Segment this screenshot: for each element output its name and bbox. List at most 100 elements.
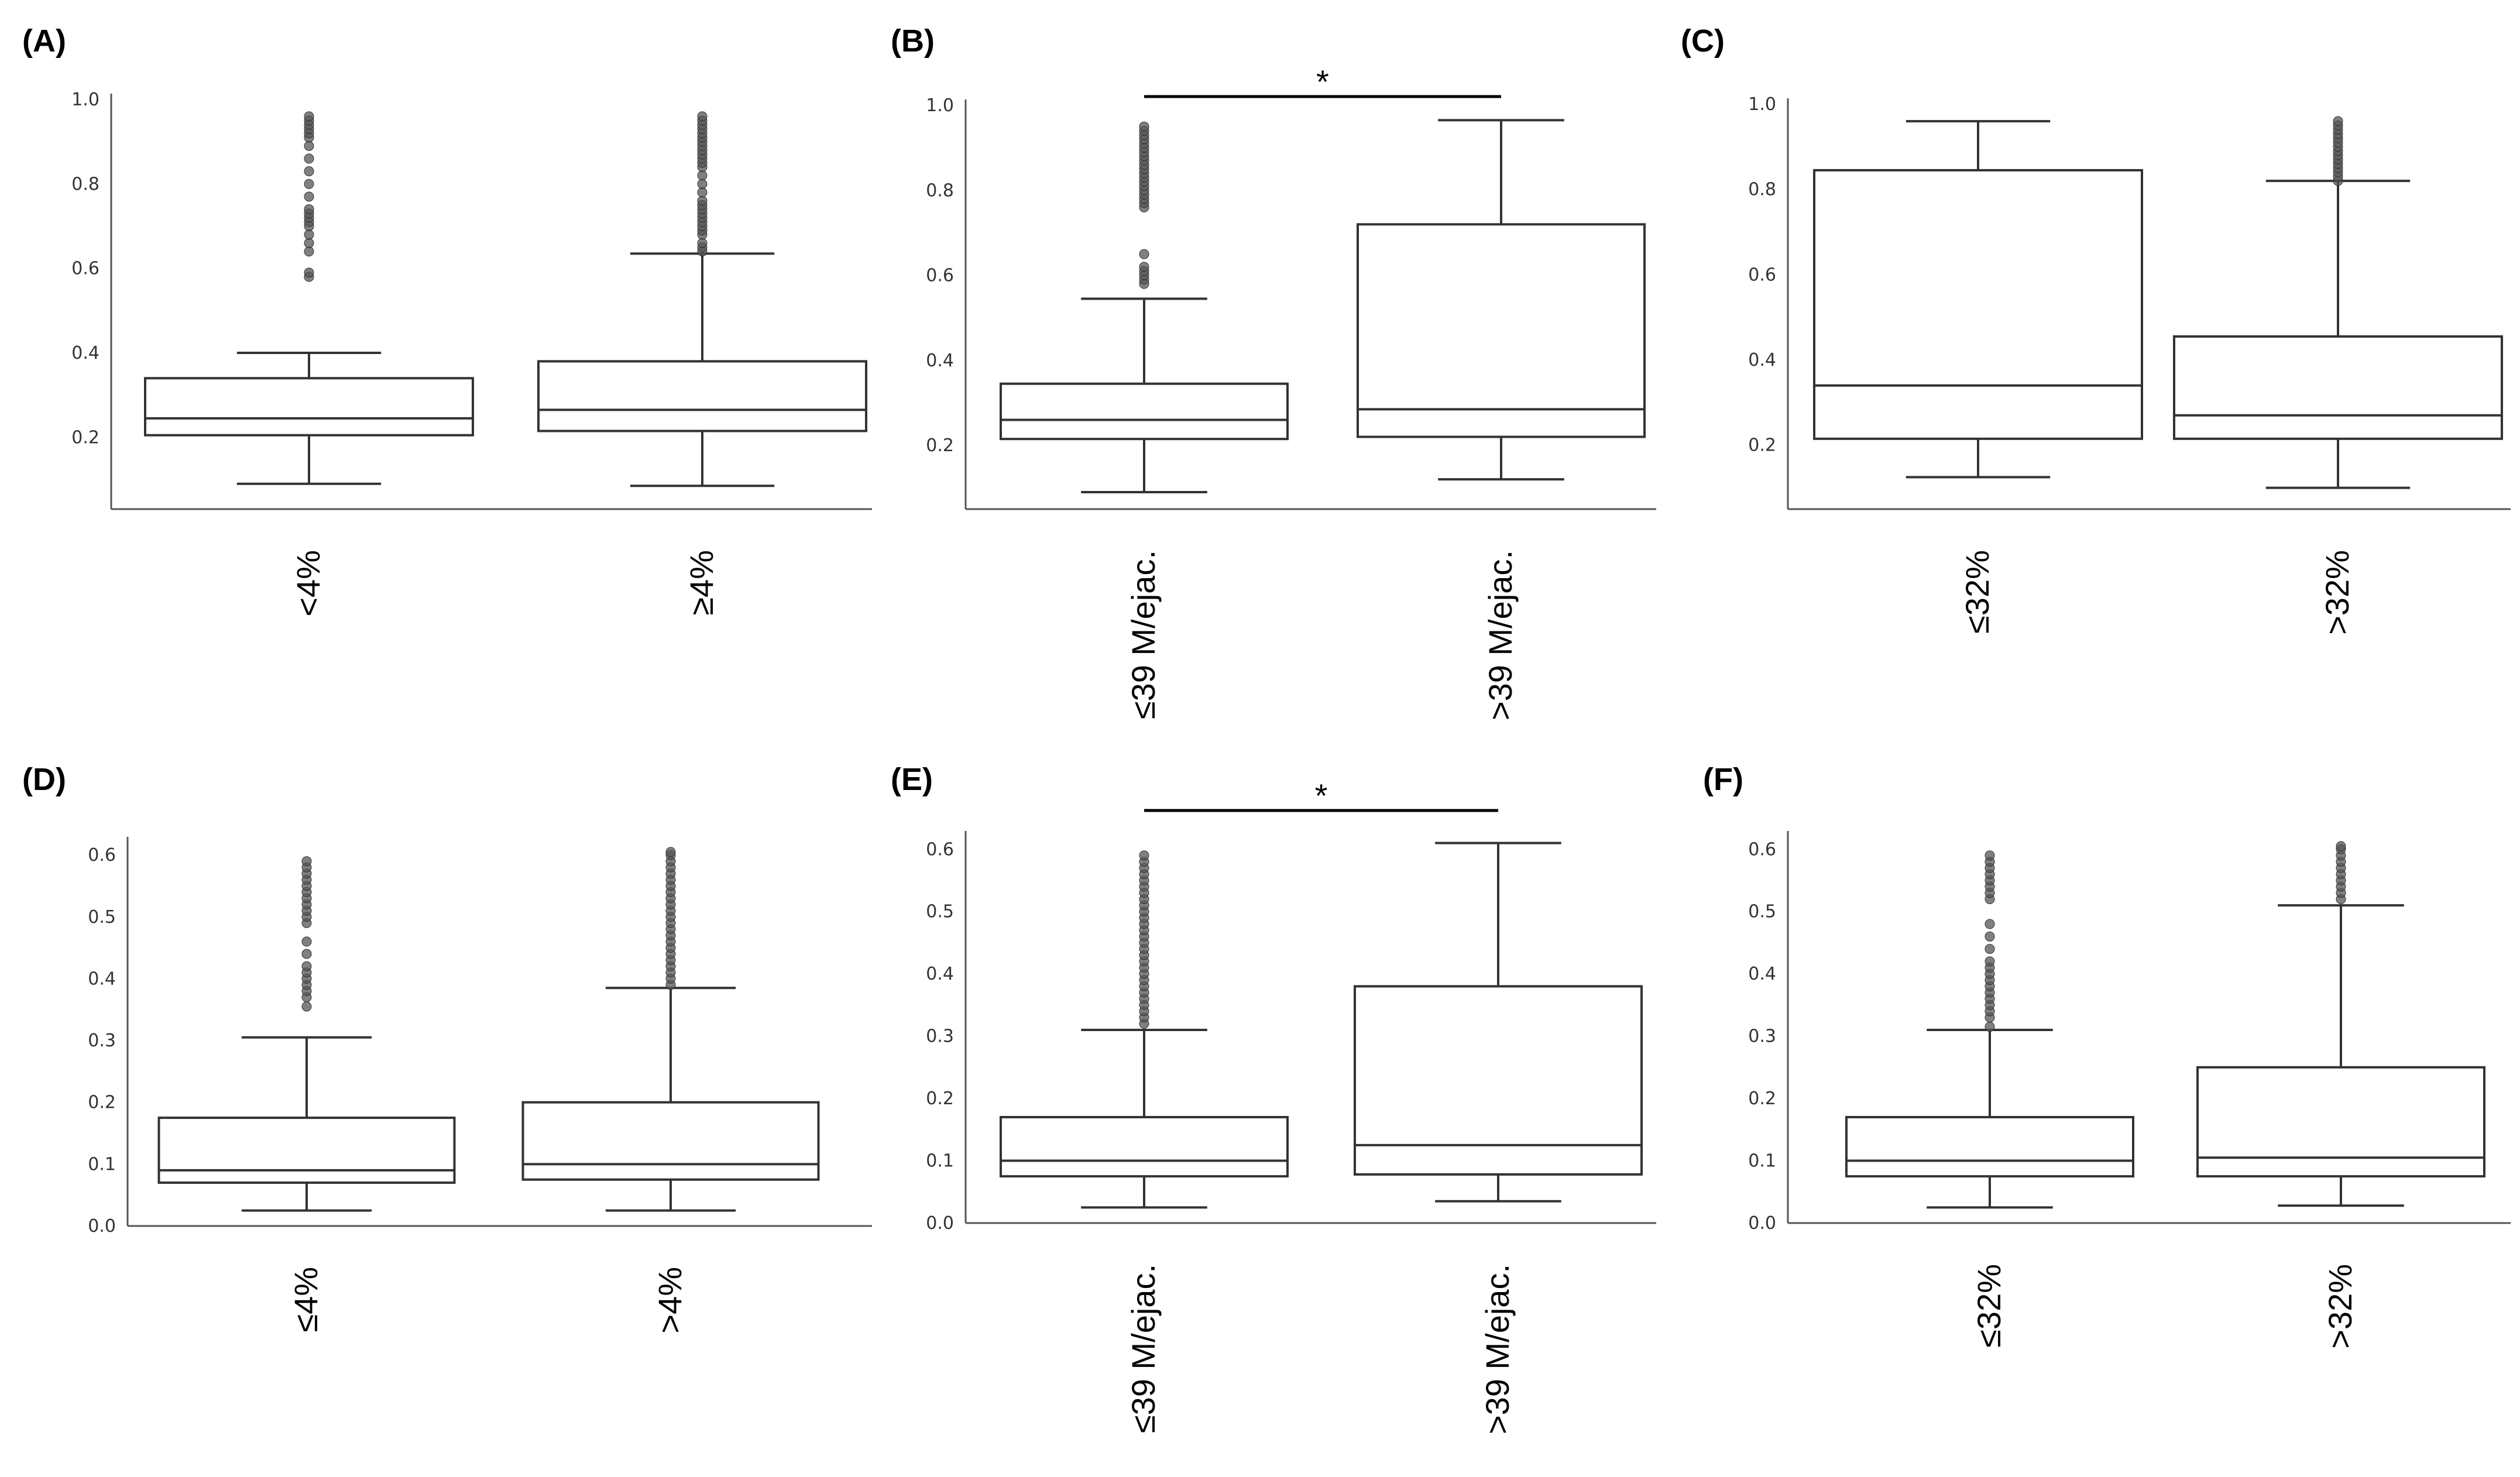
outlier-point <box>697 187 708 198</box>
y-tick-label: 0.1 <box>926 1151 954 1172</box>
outlier-point <box>697 238 708 248</box>
outlier-point <box>1985 1022 1995 1032</box>
y-tick-label: 0.0 <box>1748 1213 1776 1234</box>
category-label: <4% <box>290 550 327 617</box>
y-tick-label: 0.5 <box>1748 902 1776 922</box>
category-label: >39 M/ejac. <box>1479 1264 1516 1434</box>
outlier-point <box>1139 121 1149 132</box>
outlier-point <box>697 178 708 189</box>
category-label: >32% <box>2319 550 2356 635</box>
box-iqr <box>1357 223 1646 438</box>
outlier-point <box>665 847 676 857</box>
significance-marker: * <box>1316 63 1329 100</box>
panel-f-letter: (F) <box>1703 762 1743 797</box>
outlier-point <box>304 166 314 177</box>
y-tick-label: 0.3 <box>88 1031 116 1051</box>
outlier-point <box>304 178 314 189</box>
y-tick-label: 0.2 <box>88 1093 116 1113</box>
y-tick-label: 0.6 <box>1748 839 1776 860</box>
y-tick-label: 0.3 <box>1748 1026 1776 1047</box>
box-iqr <box>144 377 474 437</box>
outlier-point <box>304 204 314 215</box>
category-label: ≤39 M/ejac. <box>1125 1264 1162 1433</box>
outlier-point <box>304 267 314 278</box>
outlier-point <box>1985 956 1995 967</box>
y-tick-label: 0.4 <box>926 964 954 984</box>
y-tick-label: 0.3 <box>926 1026 954 1047</box>
y-tick-label: 0.6 <box>88 845 116 865</box>
y-tick-label: 0.4 <box>88 968 116 989</box>
category-label: ≤32% <box>1959 550 1996 634</box>
outlier-point <box>301 961 312 971</box>
outlier-point <box>1139 850 1149 861</box>
outlier-point <box>304 191 314 202</box>
panel-e: (E) 0.0 0.1 0.2 0.3 0.4 0.5 0.6 ≤39 M/ejac. >39 M… <box>891 762 1656 1434</box>
outlier-point <box>304 246 314 257</box>
y-tick-label: 0.2 <box>1748 435 1776 456</box>
box-iqr <box>537 360 867 432</box>
panel-b-letter: (B) <box>891 23 935 59</box>
y-tick-label: 0.6 <box>1748 265 1776 285</box>
category-label: ≤39 M/ejac. <box>1125 550 1162 719</box>
panel-e-letter: (E) <box>891 762 933 797</box>
y-tick-label: 0.0 <box>88 1216 116 1236</box>
significance-marker: * <box>1315 777 1328 814</box>
y-tick-label: 1.0 <box>1748 94 1776 115</box>
outlier-point <box>1985 944 1995 954</box>
box-iqr <box>521 1101 820 1181</box>
panel-f: (F) 0.0 0.1 0.2 0.3 0.4 0.5 0.6 ≤32% >32% <box>1703 762 2511 1349</box>
y-tick-label: 0.2 <box>926 1088 954 1109</box>
outlier-point <box>697 111 708 122</box>
y-tick-label: 0.0 <box>926 1213 954 1234</box>
panel-a-letter: (A) <box>22 23 66 59</box>
category-label: >4% <box>651 1267 688 1334</box>
y-tick-label: 0.1 <box>88 1154 116 1174</box>
outlier-point <box>304 140 314 151</box>
panel-c-letter: (C) <box>1681 23 1725 59</box>
panel-d-letter: (D) <box>22 762 66 797</box>
outlier-point <box>1139 249 1149 259</box>
outlier-point <box>2336 841 2346 851</box>
outlier-point <box>301 949 312 959</box>
y-tick-label: 0.4 <box>1748 350 1776 370</box>
y-tick-label: 0.2 <box>926 435 954 456</box>
y-tick-label: 0.6 <box>71 259 99 279</box>
y-tick-label: 1.0 <box>71 90 99 110</box>
box-iqr <box>1354 985 1643 1176</box>
y-tick-label: 1.0 <box>926 95 954 116</box>
outlier-point <box>1139 262 1149 272</box>
y-tick-label: 0.5 <box>88 907 116 928</box>
y-tick-label: 0.5 <box>926 902 954 922</box>
box-iqr <box>1845 1116 2134 1178</box>
box-iqr <box>2173 335 2503 440</box>
y-tick-label: 0.1 <box>1748 1151 1776 1172</box>
y-tick-label: 0.4 <box>71 343 99 363</box>
y-tick-label: 0.4 <box>1748 964 1776 984</box>
outlier-point <box>304 153 314 164</box>
outlier-point <box>2333 116 2343 126</box>
y-tick-label: 0.4 <box>926 351 954 371</box>
outlier-point <box>697 195 708 206</box>
y-tick-label: 0.8 <box>1748 180 1776 200</box>
outlier-point <box>1985 931 1995 942</box>
category-label: >32% <box>2322 1264 2358 1349</box>
box-iqr <box>1000 382 1289 441</box>
y-tick-label: 0.6 <box>926 839 954 860</box>
box-iqr <box>1813 169 2143 440</box>
y-tick-label: 0.2 <box>1748 1088 1776 1109</box>
box-iqr <box>1000 1116 1289 1178</box>
outlier-point <box>697 170 708 181</box>
outlier-point <box>301 936 312 947</box>
outlier-point <box>301 1001 312 1012</box>
y-tick-label: 0.8 <box>926 180 954 201</box>
outlier-point <box>301 856 312 867</box>
outlier-point <box>304 111 314 122</box>
panel-d: (D) 0.0 0.1 0.2 0.3 0.4 0.5 0.6 ≤4% >4% <box>22 762 872 1334</box>
category-label: >39 M/ejac. <box>1482 550 1519 720</box>
category-label: ≤32% <box>1970 1264 2007 1348</box>
panel-c: (C) 0.2 0.4 0.6 0.8 1.0 ≤32% >32% <box>1681 23 2511 635</box>
y-tick-label: 0.6 <box>926 266 954 286</box>
box-iqr <box>2196 1066 2485 1178</box>
category-label: ≤4% <box>287 1267 324 1332</box>
